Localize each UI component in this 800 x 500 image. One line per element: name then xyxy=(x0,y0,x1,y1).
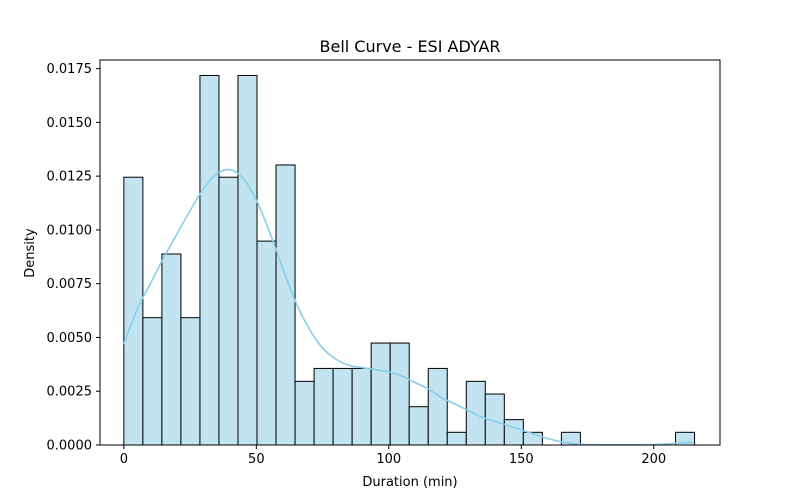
x-tick-label: 50 xyxy=(248,452,265,467)
histogram-bar xyxy=(389,342,410,446)
x-tick-label: 200 xyxy=(641,452,666,467)
chart-title: Bell Curve - ESI ADYAR xyxy=(320,37,501,56)
histogram-bar xyxy=(218,176,239,446)
plot-frame xyxy=(99,59,721,446)
histogram-bar xyxy=(351,367,372,446)
histogram-bar xyxy=(161,253,182,446)
histogram-bar xyxy=(503,419,524,446)
histogram-bar xyxy=(294,380,315,446)
y-tick-label: 0.0175 xyxy=(47,62,93,77)
histogram-bars xyxy=(123,74,696,446)
y-tick-label: 0.0075 xyxy=(47,277,93,292)
histogram-bar xyxy=(427,367,448,446)
histogram-bar xyxy=(465,380,486,446)
y-tick-label: 0.0050 xyxy=(47,331,93,346)
x-tick-label: 0 xyxy=(120,452,128,467)
y-axis-label: Density xyxy=(23,228,38,278)
histogram-bar xyxy=(370,342,391,446)
histogram-bar xyxy=(275,164,296,446)
y-tick-label: 0.0000 xyxy=(47,439,93,454)
histogram-bar xyxy=(180,317,201,446)
x-axis-label: Duration (min) xyxy=(362,475,457,490)
y-axis-ticks: 0.0000 0.0025 0.0050 0.0075 0.0100 0.0125 0.01… xyxy=(47,62,100,454)
y-tick-label: 0.0125 xyxy=(47,170,93,185)
y-tick-label: 0.0100 xyxy=(47,223,93,238)
x-tick-label: 100 xyxy=(376,452,401,467)
x-axis-ticks: 0 50 100 150 200 xyxy=(120,445,666,467)
x-tick-label: 150 xyxy=(509,452,534,467)
histogram-bar xyxy=(237,74,258,446)
histogram-bar xyxy=(332,367,353,446)
y-tick-label: 0.0150 xyxy=(47,116,93,131)
histogram-bar xyxy=(256,240,277,446)
histogram-bar xyxy=(313,367,334,446)
histogram-bar xyxy=(446,431,467,446)
histogram-bar xyxy=(408,406,429,446)
histogram-bar xyxy=(199,74,220,446)
histogram-bar xyxy=(142,317,163,446)
histogram-bar xyxy=(123,176,144,446)
y-tick-label: 0.0025 xyxy=(47,385,93,400)
